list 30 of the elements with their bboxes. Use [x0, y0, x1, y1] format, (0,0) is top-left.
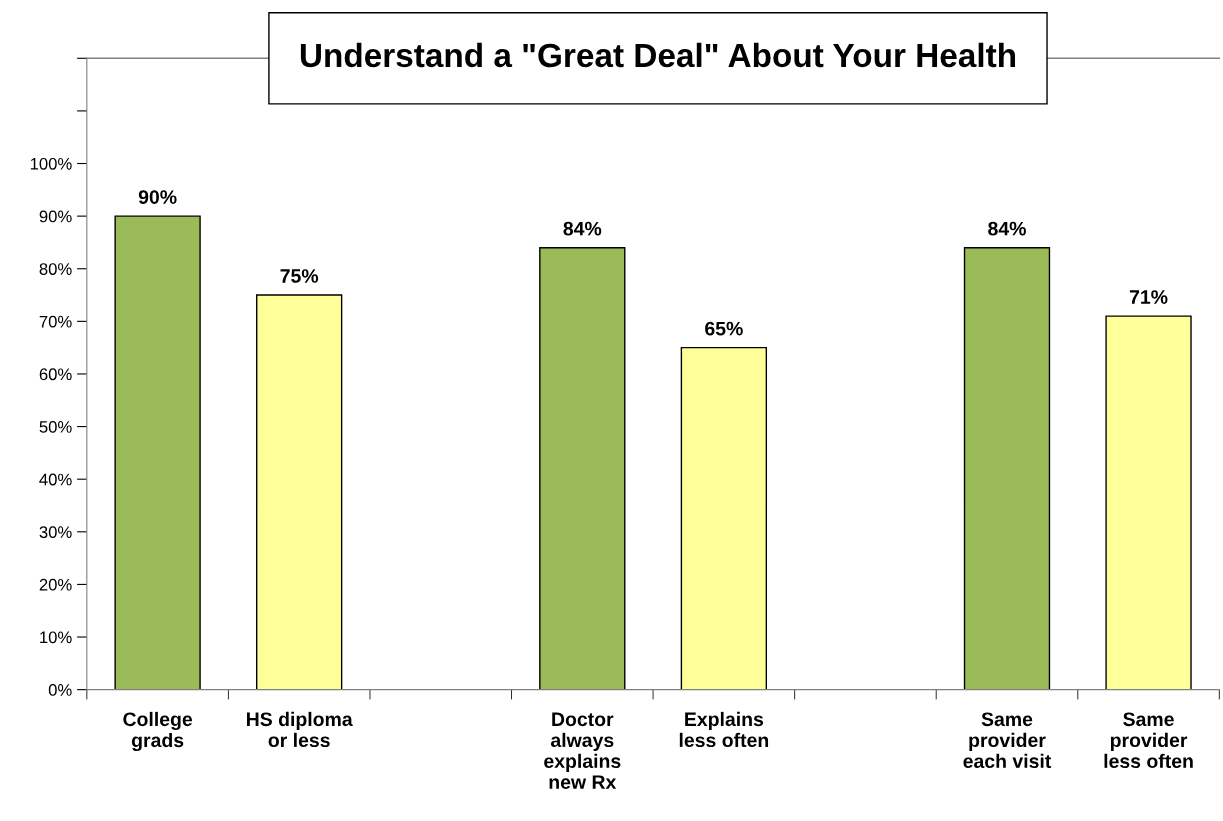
y-tick-label: 90% [39, 210, 72, 223]
bar [114, 215, 201, 690]
bar [256, 294, 343, 690]
y-tick-label: 60% [39, 368, 72, 381]
data-label: 84% [563, 221, 602, 236]
y-tick-label: 40% [39, 473, 72, 486]
y-tick-label: 20% [39, 578, 72, 591]
x-tick-label: College grads [123, 711, 193, 752]
data-label: 71% [1129, 290, 1168, 304]
data-label: 90% [138, 190, 177, 204]
bar [680, 346, 768, 690]
y-tick-label: 70% [39, 315, 72, 328]
data-label: 65% [705, 321, 743, 336]
y-tick-label: 30% [39, 526, 72, 539]
y-tick-label: 100% [30, 157, 72, 170]
x-tick-label: Explains less often [679, 711, 769, 748]
x-tick-label: Same provider each visit [963, 712, 1052, 769]
y-tick-label: 0% [48, 684, 72, 696]
data-label: 84% [988, 221, 1026, 236]
data-label: 75% [280, 269, 319, 283]
x-tick-label: Same provider less often [1104, 712, 1193, 769]
bar [1105, 315, 1192, 690]
y-tick-label: 80% [39, 263, 72, 275]
y-tick-label: 50% [39, 420, 72, 433]
x-tick-label: HS diploma or less [247, 711, 353, 748]
bar [539, 247, 626, 690]
x-tick-label: Doctor always explains new Rx [544, 712, 621, 789]
chart-title: Understand a "Great Deal" About Your Health [300, 42, 1016, 68]
y-tick-label: 10% [40, 631, 72, 644]
bar [963, 247, 1051, 690]
